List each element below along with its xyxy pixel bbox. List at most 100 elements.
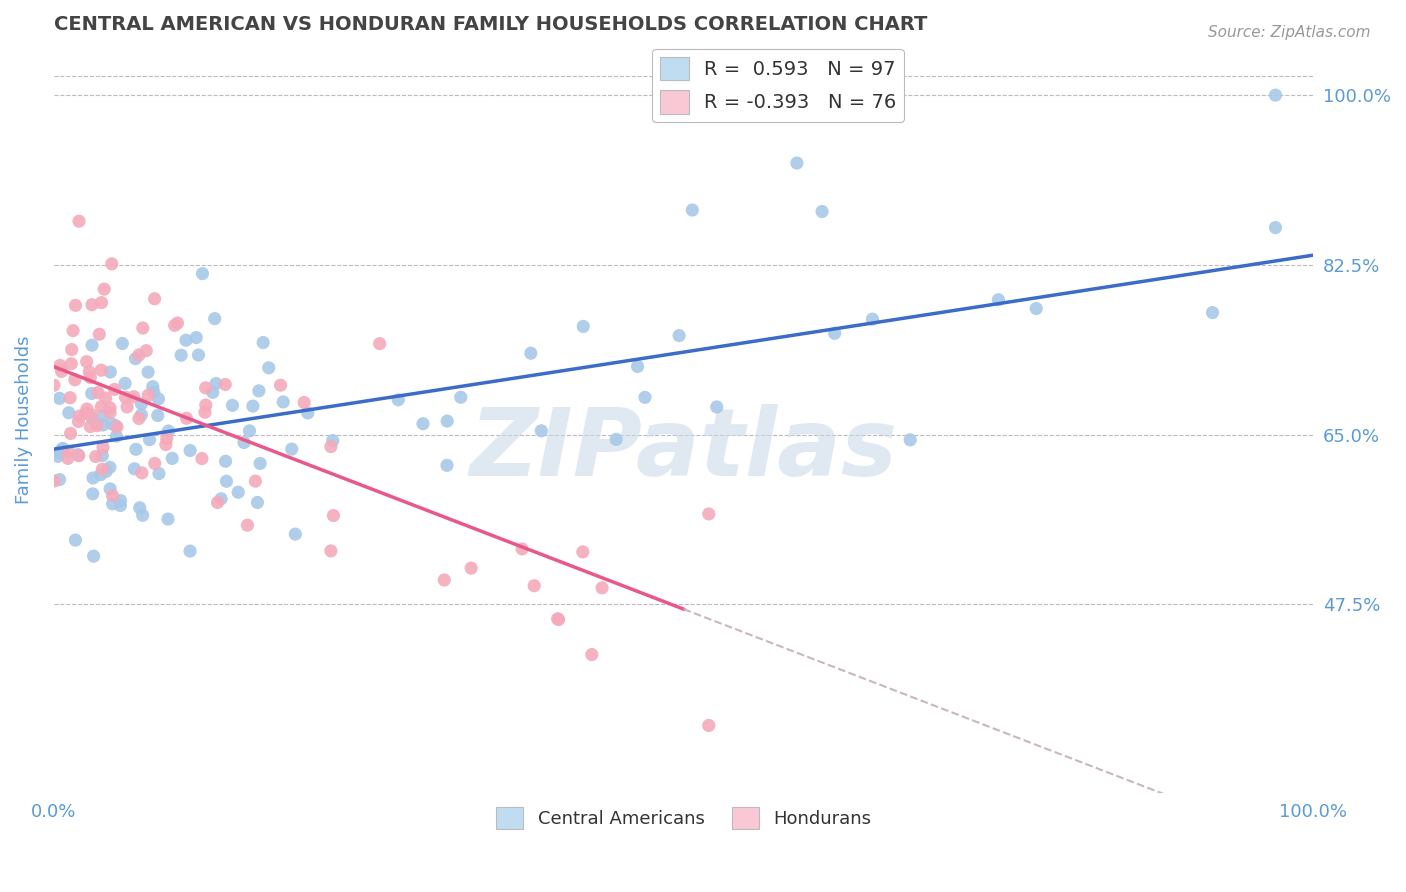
Point bbox=[75, 406, 97, 420]
Point bbox=[65, 298, 87, 312]
Point bbox=[510, 541, 533, 556]
Point bbox=[547, 613, 569, 627]
Point bbox=[215, 475, 238, 489]
Point bbox=[90, 295, 112, 310]
Point bbox=[131, 397, 153, 411]
Point bbox=[634, 390, 657, 404]
Point bbox=[82, 487, 104, 501]
Point bbox=[1264, 220, 1286, 235]
Point bbox=[62, 324, 84, 338]
Point bbox=[824, 326, 846, 341]
Point bbox=[605, 433, 627, 447]
Point bbox=[187, 348, 209, 362]
Point bbox=[148, 392, 170, 406]
Point bbox=[100, 257, 122, 271]
Point bbox=[706, 400, 728, 414]
Point bbox=[76, 355, 98, 369]
Point bbox=[176, 411, 198, 425]
Point bbox=[786, 156, 808, 170]
Point bbox=[60, 357, 83, 371]
Point bbox=[80, 298, 103, 312]
Point bbox=[252, 335, 274, 350]
Point bbox=[433, 573, 456, 587]
Point bbox=[91, 409, 114, 423]
Point bbox=[221, 398, 243, 412]
Point bbox=[67, 448, 90, 462]
Text: Source: ZipAtlas.com: Source: ZipAtlas.com bbox=[1208, 25, 1371, 40]
Point bbox=[101, 497, 124, 511]
Point bbox=[387, 392, 409, 407]
Point bbox=[83, 549, 105, 564]
Point bbox=[104, 383, 127, 397]
Point bbox=[56, 451, 79, 466]
Point bbox=[42, 378, 65, 392]
Point bbox=[322, 508, 344, 523]
Point bbox=[91, 462, 114, 476]
Point bbox=[89, 327, 111, 342]
Point bbox=[63, 373, 86, 387]
Point bbox=[179, 544, 201, 558]
Point bbox=[626, 359, 648, 374]
Point bbox=[166, 316, 188, 330]
Point bbox=[87, 385, 110, 400]
Point bbox=[591, 581, 613, 595]
Point bbox=[111, 336, 134, 351]
Point bbox=[90, 467, 112, 482]
Point bbox=[233, 435, 256, 450]
Point bbox=[76, 402, 98, 417]
Point bbox=[160, 451, 183, 466]
Point bbox=[67, 449, 90, 463]
Point bbox=[114, 390, 136, 404]
Point bbox=[80, 411, 103, 425]
Point bbox=[257, 360, 280, 375]
Point bbox=[520, 346, 543, 360]
Point bbox=[142, 385, 165, 400]
Point bbox=[204, 311, 226, 326]
Point bbox=[128, 348, 150, 362]
Point bbox=[191, 451, 214, 466]
Point bbox=[214, 377, 236, 392]
Point bbox=[280, 442, 302, 456]
Point bbox=[48, 392, 70, 406]
Point bbox=[58, 444, 80, 458]
Point bbox=[226, 485, 249, 500]
Point bbox=[128, 411, 150, 425]
Point bbox=[155, 437, 177, 451]
Point bbox=[668, 328, 690, 343]
Point bbox=[245, 474, 267, 488]
Point bbox=[581, 648, 603, 662]
Point bbox=[131, 466, 153, 480]
Point bbox=[214, 454, 236, 468]
Point bbox=[110, 493, 132, 508]
Point bbox=[98, 482, 121, 496]
Point bbox=[131, 508, 153, 523]
Point bbox=[142, 379, 165, 393]
Point bbox=[157, 424, 180, 438]
Point bbox=[246, 495, 269, 509]
Point bbox=[69, 409, 91, 423]
Point bbox=[898, 433, 921, 447]
Point bbox=[319, 544, 342, 558]
Point bbox=[51, 364, 73, 378]
Point bbox=[1201, 305, 1223, 319]
Point bbox=[179, 443, 201, 458]
Point bbox=[1025, 301, 1047, 316]
Point bbox=[132, 321, 155, 335]
Point bbox=[125, 442, 148, 457]
Point bbox=[60, 343, 83, 357]
Point bbox=[138, 433, 160, 447]
Point bbox=[105, 429, 128, 443]
Point bbox=[681, 202, 703, 217]
Point bbox=[523, 579, 546, 593]
Point bbox=[67, 415, 90, 429]
Point bbox=[201, 385, 224, 400]
Point bbox=[80, 408, 103, 422]
Point bbox=[48, 446, 70, 460]
Point bbox=[131, 408, 153, 422]
Point bbox=[104, 418, 127, 433]
Point bbox=[91, 440, 114, 454]
Point bbox=[242, 399, 264, 413]
Point bbox=[143, 457, 166, 471]
Point bbox=[114, 376, 136, 391]
Point bbox=[412, 417, 434, 431]
